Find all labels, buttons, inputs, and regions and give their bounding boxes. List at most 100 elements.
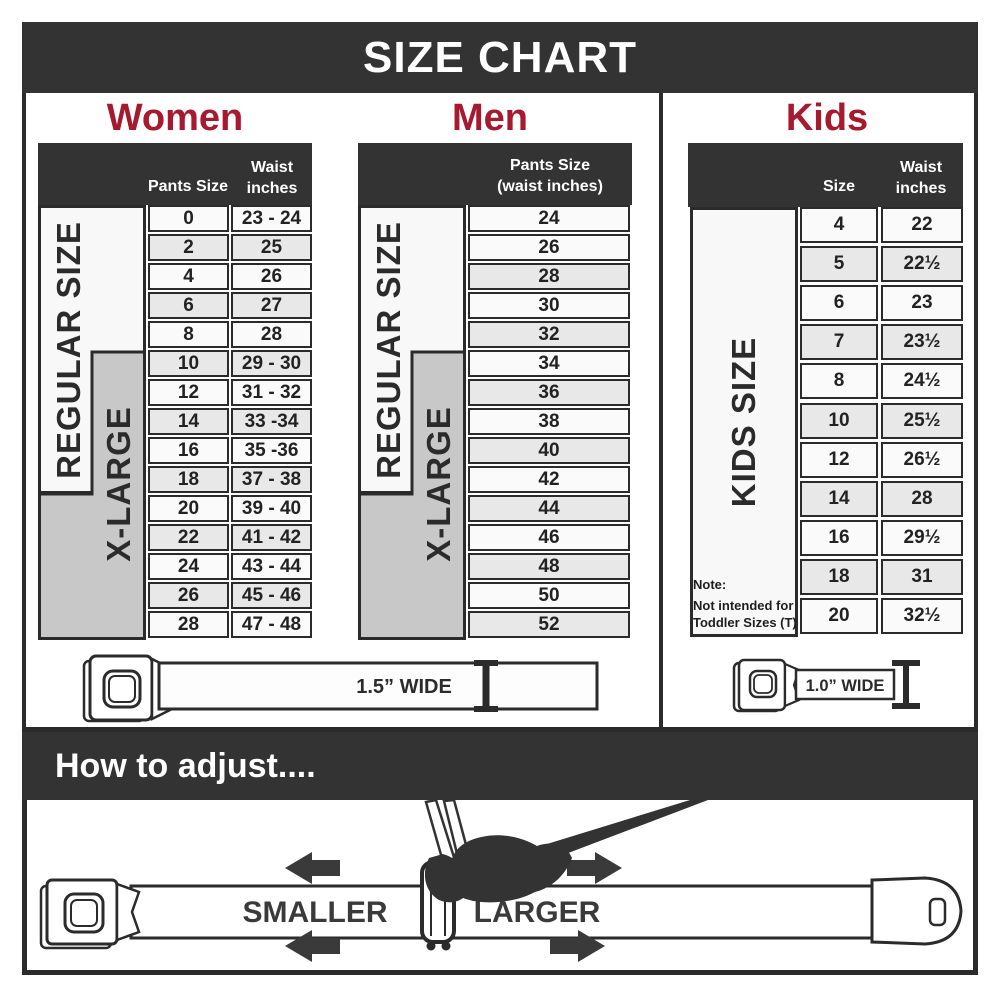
arrow-left-bottom-icon (285, 930, 340, 962)
men-size-cell: 30 (468, 292, 630, 319)
men-size-cell: 28 (468, 263, 630, 290)
kids-waist-cell: 23 (881, 285, 963, 321)
kids-waist-cell: 23½ (881, 324, 963, 360)
kids-col1-label: Size (822, 178, 855, 195)
women-size-cell: 4 (148, 263, 229, 290)
women-size-cell: 28 (148, 611, 229, 638)
men-size-cell: 32 (468, 321, 630, 348)
women-size-cell: 24 (148, 553, 229, 580)
kids-col-waist: Waist inches (879, 143, 963, 207)
kids-size-cell: 18 (800, 559, 878, 595)
adult-belt-illustration: 1.5” WIDE (82, 654, 599, 723)
men-col-line2: (waist inches) (497, 178, 603, 195)
women-size-cell: 12 (148, 379, 229, 406)
men-size-cell: 48 (468, 553, 630, 580)
kids-table-header (688, 143, 963, 207)
men-size-cell: 52 (468, 611, 630, 638)
adult-belt-width-label: 1.5” WIDE (356, 676, 452, 698)
men-size-cell: 50 (468, 582, 630, 609)
women-xlarge-label: X-LARGE (100, 406, 137, 562)
men-size-cell: 24 (468, 205, 630, 232)
women-waist-cell: 33 -34 (231, 408, 312, 435)
width-measure-icon (482, 663, 490, 709)
women-waist-cell: 35 -36 (231, 437, 312, 464)
women-size-cell: 6 (148, 292, 229, 319)
men-regular-size-label: REGULAR SIZE (370, 221, 407, 479)
main-panel-bottom-border (22, 727, 978, 732)
men-size-cell: 40 (468, 437, 630, 464)
women-waist-cell: 31 - 32 (231, 379, 312, 406)
arrow-left-top-icon (285, 852, 340, 884)
kids-size-cell: 4 (800, 207, 878, 243)
how-to-adjust-heading: How to adjust.... (55, 746, 316, 785)
kids-note: Note: Not intended for Toddler Sizes (T) (693, 576, 803, 631)
men-size-cell: 26 (468, 234, 630, 261)
women-size-cell: 16 (148, 437, 229, 464)
women-col2-line1: Waist (250, 159, 294, 176)
kids-col-size: Size (798, 143, 880, 207)
women-size-cell: 2 (148, 234, 229, 261)
men-size-group-blocks (358, 205, 466, 640)
page-title: SIZE CHART (22, 22, 978, 93)
arrow-right-top-icon (567, 852, 622, 884)
women-waist-cell: 25 (231, 234, 312, 261)
men-size-cell: 38 (468, 408, 630, 435)
main-panel-right-border (974, 93, 978, 732)
kids-waist-cell: 32½ (881, 598, 963, 634)
arrow-right-bottom-icon (550, 930, 605, 962)
men-size-cell: 34 (468, 350, 630, 377)
men-table-header (358, 143, 632, 205)
kids-size-cell: 10 (800, 403, 878, 439)
women-waist-cell: 28 (231, 321, 312, 348)
kids-waist-cell: 28 (881, 481, 963, 517)
women-size-cell: 14 (148, 408, 229, 435)
women-waist-cell: 23 - 24 (231, 205, 312, 232)
men-size-cell: 42 (468, 466, 630, 493)
how-to-adjust-band: How to adjust.... (22, 732, 978, 800)
women-waist-cell: 39 - 40 (231, 495, 312, 522)
men-xlarge-label: X-LARGE (420, 406, 457, 562)
women-col-pants-size: Pants Size (146, 143, 230, 205)
kids-col2-line2: inches (895, 180, 947, 197)
kids-waist-cell: 22½ (881, 246, 963, 282)
kids-waist-cell: 24½ (881, 363, 963, 399)
kids-note-line1: Note: (693, 577, 727, 592)
women-size-cell: 22 (148, 524, 229, 551)
kids-size-cell: 16 (800, 520, 878, 556)
kids-waist-cell: 31 (881, 559, 963, 595)
women-size-cell: 18 (148, 466, 229, 493)
kids-size-label-box (690, 207, 798, 637)
kids-size-cell: 8 (800, 363, 878, 399)
women-col2-line2: inches (246, 180, 298, 197)
women-regular-size-label: REGULAR SIZE (50, 221, 87, 479)
women-heading: Women (106, 96, 244, 139)
men-col-pants-size: Pants Size (waist inches) (468, 143, 632, 205)
kids-waist-cell: 25½ (881, 403, 963, 439)
women-waist-cell: 45 - 46 (231, 582, 312, 609)
women-waist-cell: 47 - 48 (231, 611, 312, 638)
hand-icon (424, 800, 572, 903)
men-size-cell: 44 (468, 495, 630, 522)
kids-waist-cell: 29½ (881, 520, 963, 556)
women-waist-cell: 29 - 30 (231, 350, 312, 377)
women-col1-label: Pants Size (147, 178, 229, 195)
women-waist-cell: 27 (231, 292, 312, 319)
men-heading: Men (452, 96, 528, 139)
women-size-cell: 10 (148, 350, 229, 377)
women-waist-cell: 37 - 38 (231, 466, 312, 493)
women-waist-cell: 43 - 44 (231, 553, 312, 580)
kids-belt-illustration: 1.0” WIDE (732, 658, 920, 713)
kids-size-cell: 14 (800, 481, 878, 517)
kids-waist-cell: 22 (881, 207, 963, 243)
kids-heading: Kids (785, 96, 869, 139)
kids-note-line2: Not intended for (693, 598, 794, 613)
width-measure-icon (903, 663, 909, 706)
kids-size-cell: 7 (800, 324, 878, 360)
women-size-cell: 8 (148, 321, 229, 348)
women-waist-cell: 41 - 42 (231, 524, 312, 551)
adjust-illustration: SMALLER LARGER (39, 800, 963, 962)
kids-size-cell: 6 (800, 285, 878, 321)
men-size-cell: 46 (468, 524, 630, 551)
kids-waist-cell: 26½ (881, 442, 963, 478)
